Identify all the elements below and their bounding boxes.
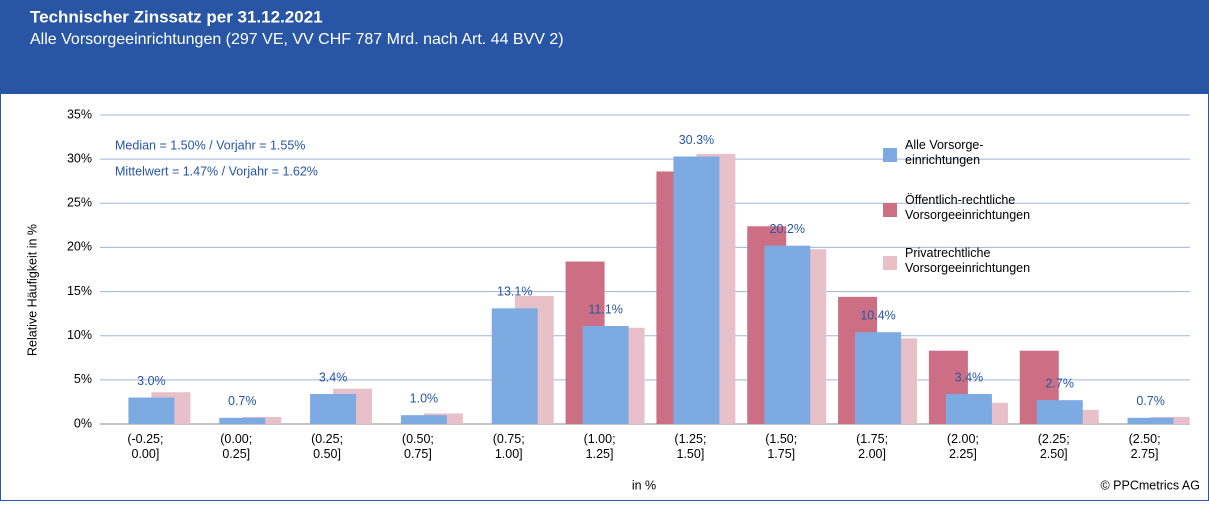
x-tick-label-box: (1.50; 1.75] [765, 432, 798, 461]
legend-label: Alle Vorsorge-einrichtungen [905, 138, 984, 167]
y-tick-label: 0% [74, 416, 92, 430]
y-tick-label: 5% [74, 372, 92, 386]
x-tick-label: (1.25; 1.50] [674, 432, 707, 461]
legend-label: Privatrechtliche Vorsorgeeinrichtungen [905, 246, 1031, 275]
y-tick-label: 35% [67, 107, 92, 121]
data-label: 1.0% [410, 391, 439, 405]
header [0, 0, 1209, 94]
bar [764, 245, 811, 424]
y-tick-label: 15% [67, 284, 92, 298]
copyright: © PPCmetrics AG [1100, 478, 1200, 492]
data-label: 30.3% [679, 133, 714, 147]
x-tick-label-box: (-0.25; 0.00] [127, 432, 164, 461]
data-label: 13.1% [497, 285, 532, 299]
x-tick-label: (0.25; 0.50] [311, 432, 344, 461]
data-label: 2.7% [1046, 376, 1075, 390]
x-tick-label: (0.00; 0.25] [220, 432, 253, 461]
legend-label-box: Öffentlich-rechtliche Vorsorgeeinrichtun… [905, 193, 1031, 222]
legend-swatch [883, 148, 897, 162]
data-label: 0.7% [1136, 394, 1165, 408]
data-label: 0.7% [228, 394, 257, 408]
y-tick-label: 30% [67, 151, 92, 165]
bar [219, 417, 266, 424]
legend-label-box: Privatrechtliche Vorsorgeeinrichtungen [905, 246, 1031, 275]
x-tick-label-box: (0.00; 0.25] [220, 432, 253, 461]
legend-label: Öffentlich-rechtliche Vorsorgeeinrichtun… [905, 193, 1031, 222]
x-tick-label-box: (2.25; 2.50] [1037, 432, 1070, 461]
x-tick-label: (1.50; 1.75] [765, 432, 798, 461]
x-tick-label: (0.50; 0.75] [401, 432, 434, 461]
legend-label-box: Alle Vorsorge-einrichtungen [905, 138, 984, 167]
bar [310, 393, 357, 424]
bar [491, 308, 538, 424]
x-tick-label-box: (2.00; 2.25] [946, 432, 979, 461]
data-label: 3.4% [955, 370, 984, 384]
x-tick-label: (-0.25; 0.00] [127, 432, 164, 461]
x-tick-label: (2.50; 2.75] [1128, 432, 1161, 461]
x-tick-label-box: (1.75; 2.00] [856, 432, 889, 461]
x-tick-label-box: (0.75; 1.00] [492, 432, 525, 461]
x-axis-title: in % [632, 478, 656, 492]
bar [582, 326, 629, 424]
x-tick-label: (2.00; 2.25] [946, 432, 979, 461]
x-tick-label: (0.75; 1.00] [492, 432, 525, 461]
bar [673, 156, 720, 424]
x-tick-label: (1.75; 2.00] [856, 432, 889, 461]
bar [855, 332, 902, 424]
y-tick-label: 10% [67, 328, 92, 342]
data-label: 20.2% [770, 222, 805, 236]
data-label: 3.4% [319, 370, 348, 384]
y-tick-label: 25% [67, 196, 92, 210]
bar [945, 393, 992, 424]
legend-swatch [883, 256, 897, 270]
x-tick-label-box: (2.50; 2.75] [1128, 432, 1161, 461]
x-tick-label: (2.25; 2.50] [1037, 432, 1070, 461]
data-label: 11.1% [588, 302, 623, 316]
x-tick-label-box: (0.25; 0.50] [311, 432, 344, 461]
x-tick-label-box: (0.50; 0.75] [401, 432, 434, 461]
y-tick-label: 20% [67, 240, 92, 254]
chart-subtitle: Alle Vorsorgeeinrichtungen (297 VE, VV C… [30, 31, 564, 48]
annotation: Mittelwert = 1.47% / Vorjahr = 1.62% [115, 164, 318, 178]
data-label: 3.0% [137, 374, 166, 388]
bar [400, 415, 447, 424]
bar [128, 397, 175, 424]
x-tick-label-box: (1.00; 1.25] [583, 432, 616, 461]
legend-swatch [883, 203, 897, 217]
data-label: 10.4% [860, 308, 895, 322]
annotation: Median = 1.50% / Vorjahr = 1.55% [115, 138, 305, 152]
x-tick-label: (1.00; 1.25] [583, 432, 616, 461]
x-tick-label-box: (1.25; 1.50] [674, 432, 707, 461]
y-axis-title: Relative Häufigkeit in % [25, 224, 39, 356]
bar [1127, 417, 1174, 424]
chart-title: Technischer Zinssatz per 31.12.2021 [30, 7, 323, 26]
bar [1036, 400, 1083, 424]
